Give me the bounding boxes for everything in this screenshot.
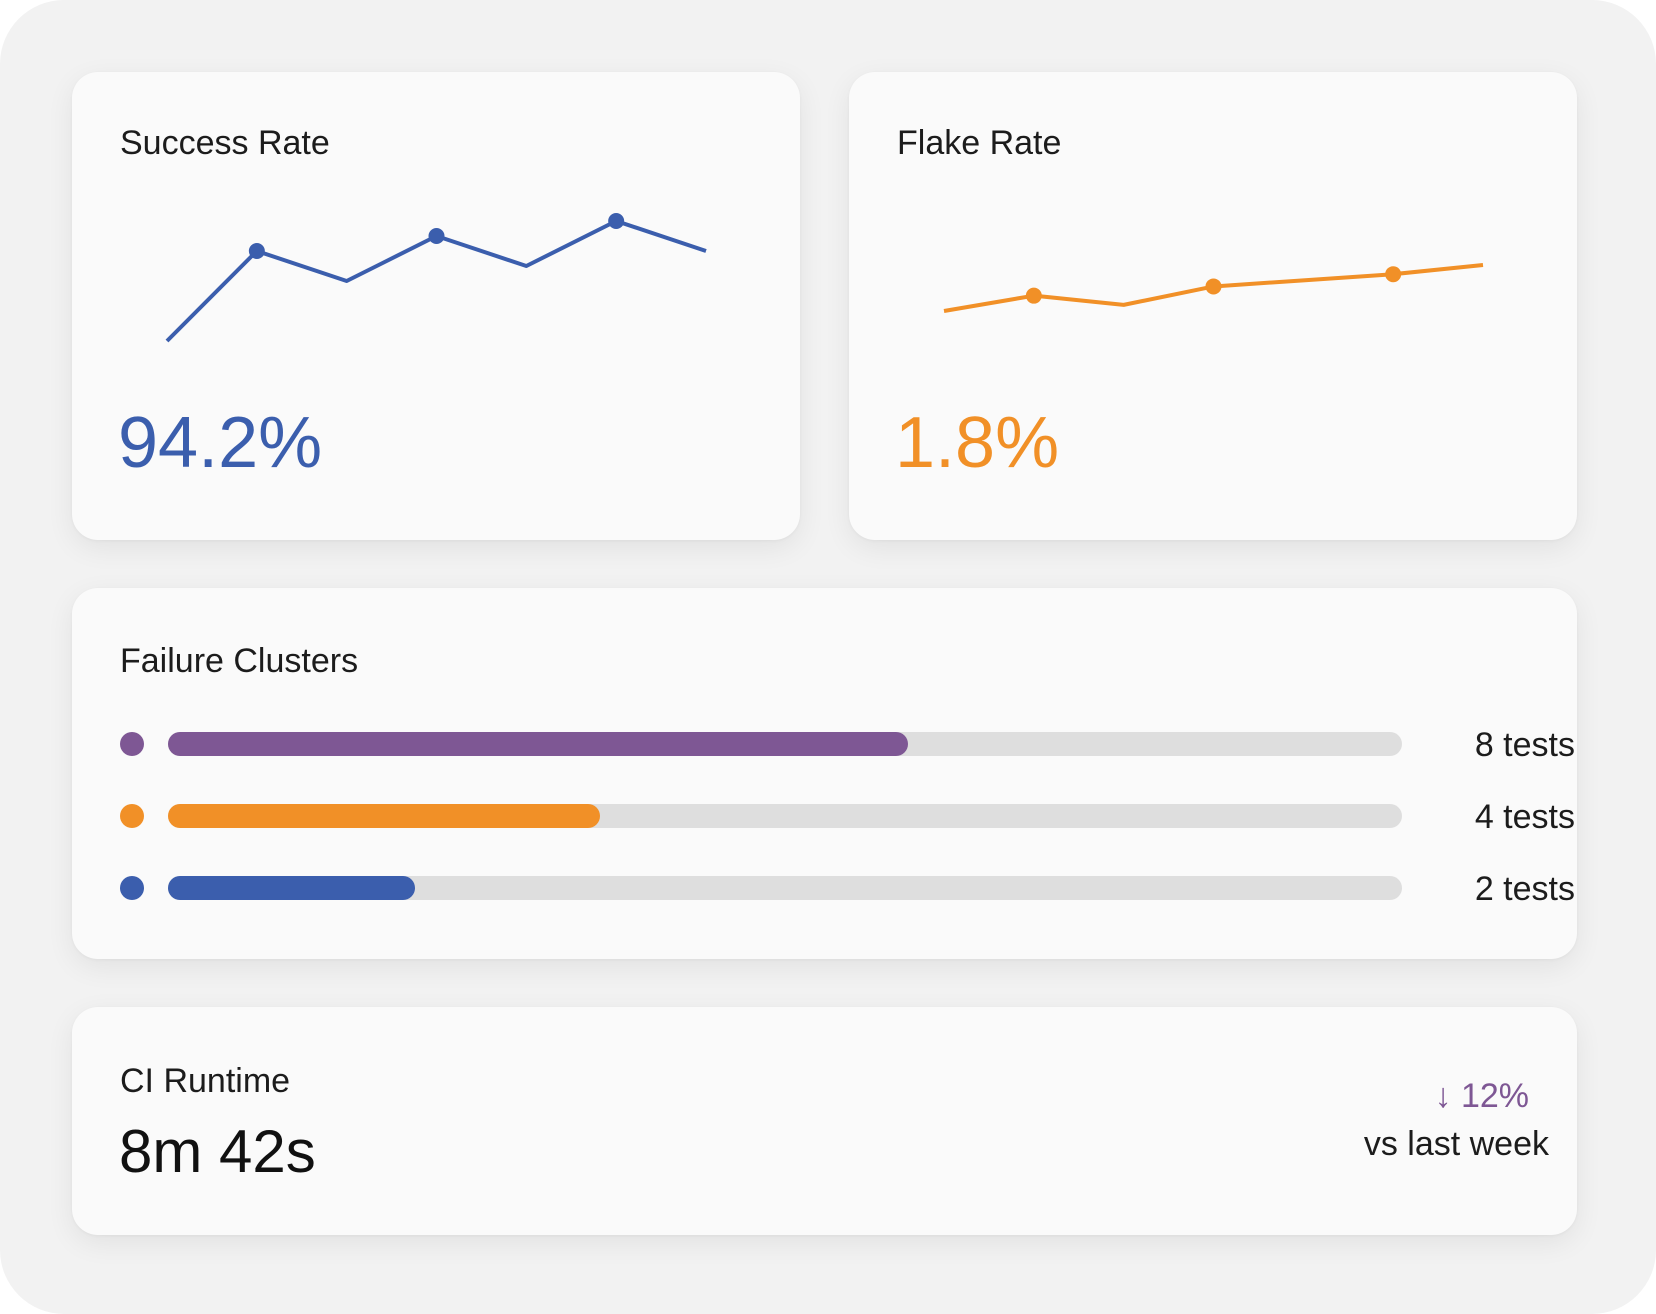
cluster-count-label: 4 tests (1474, 798, 1575, 836)
success-rate-sparkline (165, 213, 707, 343)
cluster-bar-track (168, 876, 1402, 900)
cluster-color-dot (120, 876, 144, 900)
success-rate-value: 94.2% (118, 403, 323, 483)
cluster-bar-track (168, 804, 1402, 828)
success-rate-trend-point (428, 228, 445, 244)
success-rate-card: Success Rate 94.2% (72, 72, 800, 540)
flake-rate-trend-point (1025, 287, 1042, 304)
runtime-change-indicator: ↓ 12% (1434, 1077, 1530, 1115)
failure-clusters-title: Failure Clusters (120, 642, 359, 680)
flake-rate-trend-point (1385, 266, 1402, 283)
flake-rate-sparkline (943, 263, 1484, 313)
success-rate-trend-point (248, 243, 265, 259)
success-rate-title: Success Rate (120, 124, 330, 162)
failure-cluster-row: 4 tests (120, 798, 1575, 836)
failure-clusters-card: Failure Clusters 8 tests 4 tests 2 tests (72, 588, 1577, 959)
ci-runtime-card: CI Runtime 8m 42s ↓ 12% vs last week (72, 1007, 1577, 1235)
cluster-color-dot (120, 804, 144, 828)
cluster-bar-fill (168, 876, 415, 900)
flake-rate-trend-point (1205, 278, 1222, 295)
cluster-bar-fill (168, 804, 600, 828)
cluster-bar-track (168, 732, 1402, 756)
success-rate-trend-point (608, 213, 625, 229)
cluster-color-dot (120, 732, 144, 756)
cluster-count-label: 2 tests (1474, 870, 1575, 908)
failure-cluster-row: 2 tests (120, 870, 1575, 908)
flake-rate-value: 1.8% (895, 403, 1060, 483)
flake-rate-title: Flake Rate (897, 124, 1062, 162)
cluster-count-label: 8 tests (1474, 726, 1575, 764)
failure-cluster-row: 8 tests (120, 726, 1575, 764)
ci-runtime-title: CI Runtime (120, 1062, 291, 1100)
runtime-comparison-label: vs last week (1363, 1125, 1549, 1163)
ci-runtime-value: 8m 42s (119, 1118, 316, 1185)
cluster-bar-fill (168, 732, 909, 756)
flake-rate-card: Flake Rate 1.8% (849, 72, 1577, 540)
